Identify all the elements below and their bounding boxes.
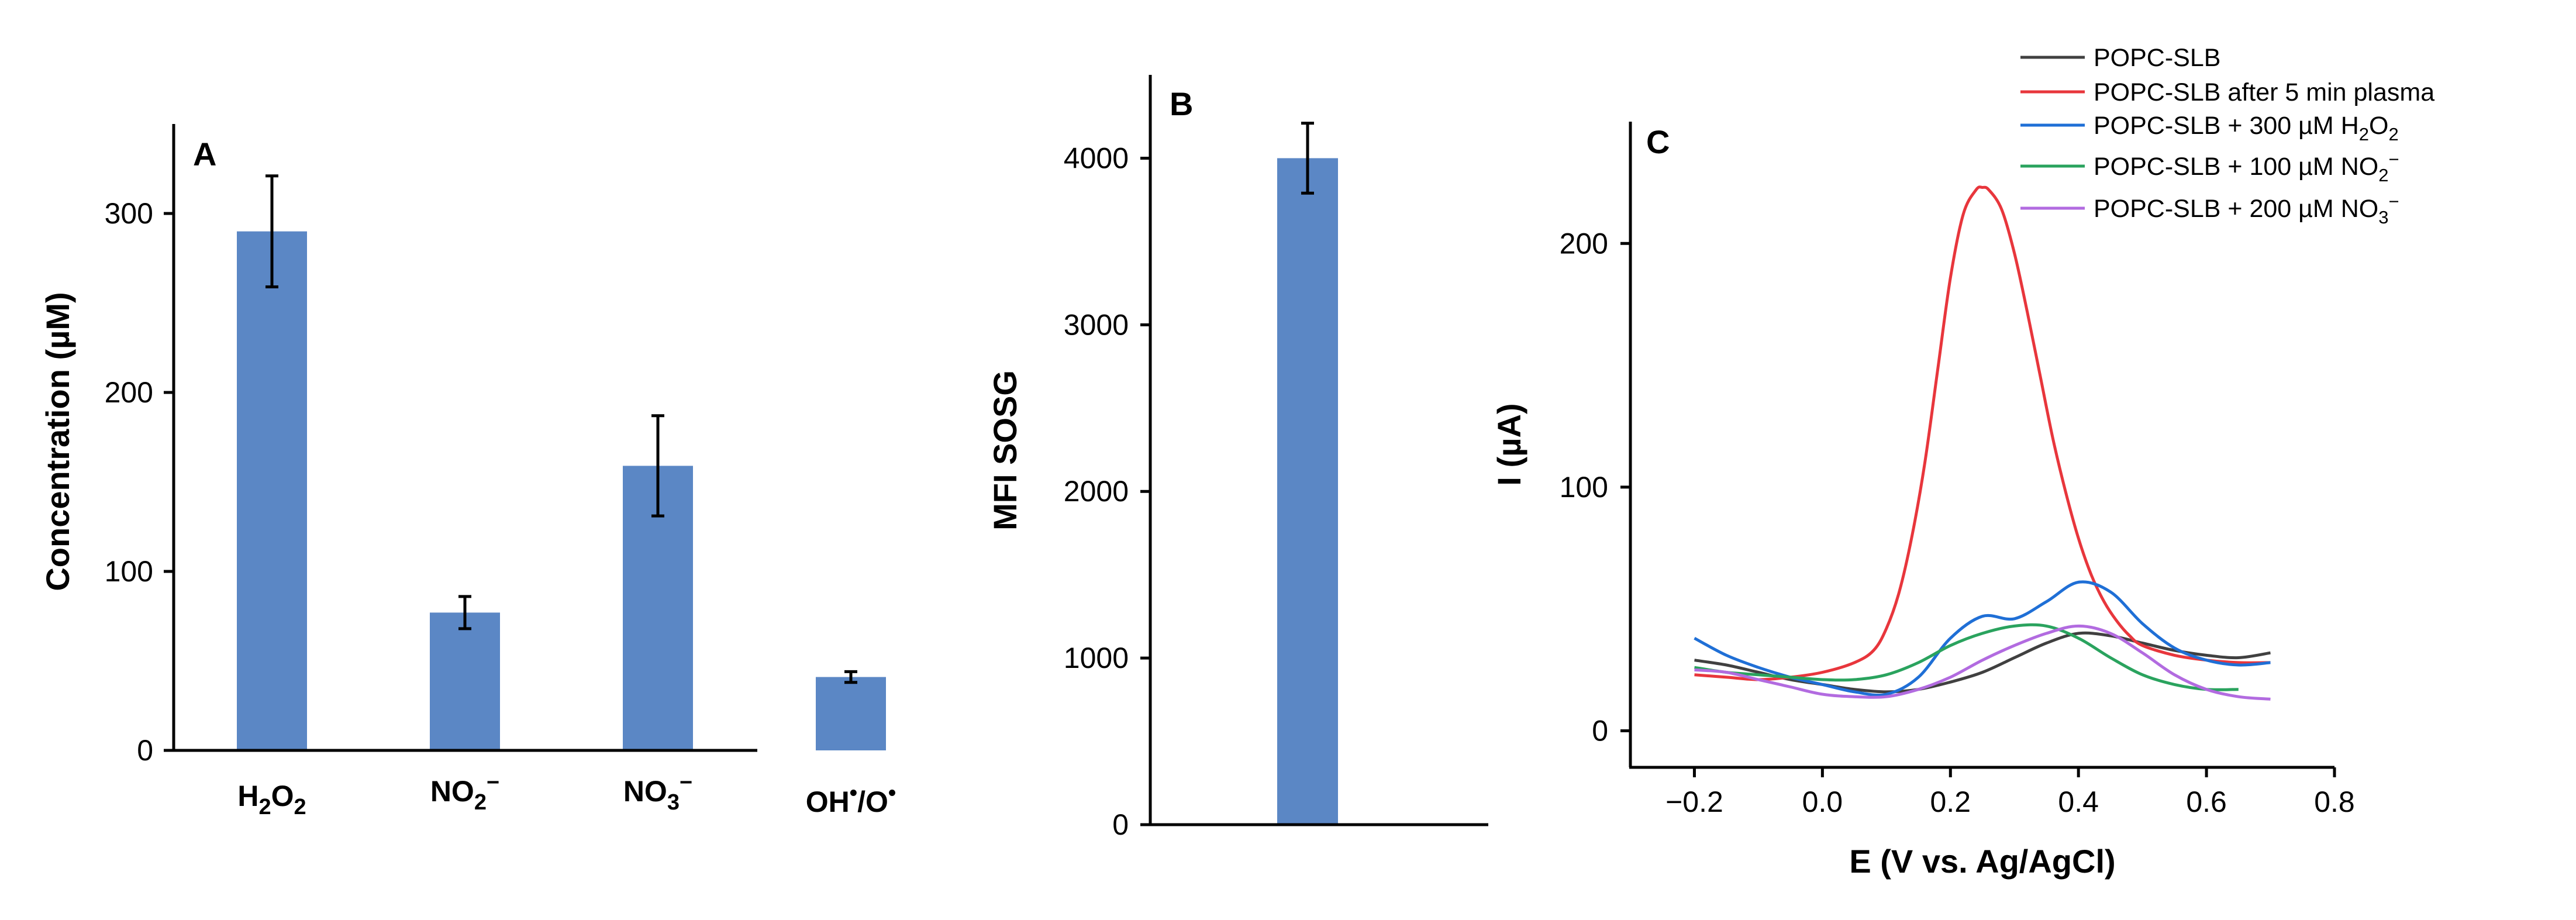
panel-a-bar-no2	[430, 612, 500, 750]
panel-c-y-tick-label-100: 100	[1560, 471, 1608, 504]
x-tick-label-h2o2: H2O2	[237, 780, 306, 819]
panel-c-x-ticks: −0.2 0.0 0.2 0.4 0.6 0.8	[1665, 767, 2355, 818]
panel-b-y-tick-label-2000: 2000	[1064, 475, 1129, 508]
series-line-popc-slb-after-5-min-plasma	[1694, 185, 2271, 681]
panel-b-y-axis-label: MFI SOSG	[987, 370, 1023, 530]
panel-c: 0 100 200 −0.2 0.0 0.2 0.4 0.6 0.8 C I (µA) E (…	[1491, 44, 2434, 880]
panel-a-bars	[237, 231, 886, 751]
panel-a-error-bars	[265, 174, 857, 684]
panel-a-y-tick-label-0: 0	[137, 734, 153, 767]
panel-b-bars	[1277, 158, 1338, 825]
panel-a-bar-oh-o	[816, 677, 886, 750]
panel-c-y-tick-label-0: 0	[1592, 715, 1608, 747]
series-line-popc-slb	[1694, 631, 2271, 694]
panel-c-x-tick-label-0-6: 0.6	[2186, 785, 2227, 818]
panel-a-y-ticks: 0 100 200 300	[105, 197, 174, 767]
legend-label-no3: POPC-SLB + 200 µM NO3−	[2094, 191, 2399, 228]
panel-b-y-ticks: 0 1000 2000 3000 4000	[1064, 142, 1150, 841]
series-line-popc-slb-100-m-no2	[1694, 623, 2239, 691]
panel-c-tag: C	[1646, 123, 1670, 160]
panel-b-y-tick-label-1000: 1000	[1064, 642, 1129, 674]
panel-a-y-axis-label: Concentration (µM)	[39, 292, 76, 591]
panel-c-x-tick-label-0-2: −0.2	[1665, 785, 1723, 818]
series-line-popc-slb-200-m-no3	[1694, 624, 2271, 701]
panel-c-lines	[1694, 185, 2271, 701]
panel-b-error-bars	[1301, 122, 1314, 195]
panel-c-x-tick-label-0-4: 0.4	[2058, 785, 2099, 818]
panel-a-y-tick-label-200: 200	[105, 376, 153, 409]
panel-c-y-tick-label-200: 200	[1560, 227, 1608, 260]
panel-b-y-tick-label-4000: 4000	[1064, 142, 1129, 174]
panel-a-tag: A	[193, 136, 216, 173]
legend-label-after-plasma: POPC-SLB after 5 min plasma	[2094, 78, 2434, 106]
legend-label-h2o2: POPC-SLB + 300 µM H2O2	[2094, 112, 2399, 144]
panel-c-x-tick-label-0-2: 0.2	[1930, 785, 1971, 818]
panel-a-y-tick-label-100: 100	[105, 555, 153, 588]
panel-a: 0 100 200 300 A Concentration (µM) H2O2 NO2…	[39, 124, 896, 819]
panel-c-x-axis-label: E (V vs. Ag/AgCl)	[1849, 843, 2115, 880]
x-tick-label-no3: NO3−	[623, 770, 692, 815]
panel-b-y-tick-label-3000: 3000	[1064, 308, 1129, 341]
panel-b-tag: B	[1170, 85, 1193, 122]
panel-b-y-tick-label-0: 0	[1112, 808, 1129, 841]
x-tick-label-no2: NO2−	[430, 770, 499, 815]
legend-label-popc-slb: POPC-SLB	[2094, 44, 2220, 72]
panel-b: 0 1000 2000 3000 4000 B MFI SOSG	[987, 75, 1488, 841]
panel-b-bar-bar	[1277, 158, 1338, 825]
panel-a-bar-h2o2	[237, 231, 307, 751]
panel-c-y-ticks: 0 100 200	[1560, 227, 1630, 747]
x-tick-label-oh-o: OH•/O•	[806, 781, 896, 818]
legend: POPC-SLB POPC-SLB after 5 min plasma POP…	[2020, 44, 2434, 228]
panel-a-y-tick-label-300: 300	[105, 197, 153, 230]
legend-label-no2: POPC-SLB + 100 µM NO2−	[2094, 149, 2399, 185]
panel-c-x-tick-label-0-8: 0.8	[2314, 785, 2355, 818]
panel-c-x-tick-label-0-0: 0.0	[1802, 785, 1843, 818]
panel-c-y-axis-label: I (µA)	[1491, 403, 1527, 485]
